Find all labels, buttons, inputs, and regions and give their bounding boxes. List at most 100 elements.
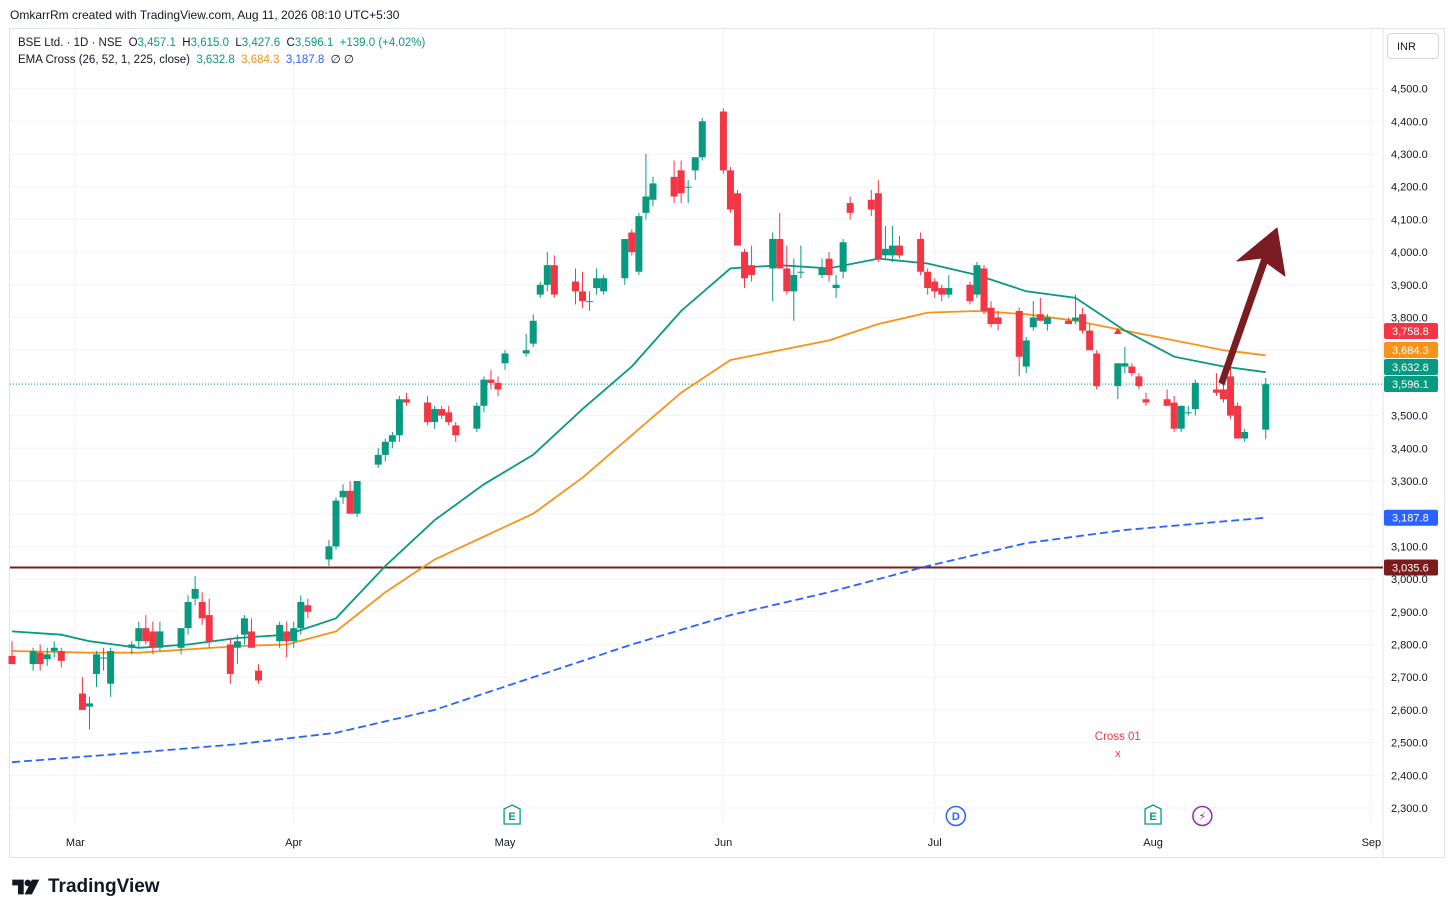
candle-body[interactable] (677, 170, 685, 194)
candle-body[interactable] (987, 307, 995, 325)
candle-body[interactable] (438, 409, 446, 416)
candle-body[interactable] (1043, 317, 1051, 325)
candle-body[interactable] (156, 631, 164, 648)
currency-button[interactable]: INR (1387, 33, 1439, 59)
candle-body[interactable] (635, 216, 643, 272)
candle-body[interactable] (966, 284, 974, 302)
candle-body[interactable] (452, 425, 460, 436)
candle-body[interactable] (973, 265, 981, 295)
candle-body[interactable] (874, 193, 882, 259)
candle-body[interactable] (832, 284, 840, 289)
candle-body[interactable] (93, 654, 101, 674)
candle-body[interactable] (536, 284, 544, 295)
candle-body[interactable] (1093, 353, 1101, 387)
candle-body[interactable] (1170, 402, 1178, 429)
candle-body[interactable] (50, 647, 58, 652)
candle-body[interactable] (85, 703, 93, 707)
candle-body[interactable] (825, 258, 833, 275)
candle-body[interactable] (1241, 431, 1249, 439)
candle-body[interactable] (1121, 363, 1129, 367)
candle-body[interactable] (839, 242, 847, 272)
candle-body[interactable] (191, 588, 199, 599)
candle-body[interactable] (881, 248, 889, 256)
candle-body[interactable] (57, 651, 65, 661)
candle-body[interactable] (1086, 330, 1094, 351)
candle-body[interactable] (8, 655, 16, 665)
candle-body[interactable] (283, 631, 291, 642)
candle-body[interactable] (719, 111, 727, 171)
dividend-event-icon[interactable] (945, 805, 967, 827)
candle-body[interactable] (36, 652, 44, 665)
earnings-event-icon[interactable] (1144, 804, 1162, 825)
candle-body[interactable] (1065, 320, 1073, 325)
candle-body[interactable] (797, 271, 805, 273)
candle-body[interactable] (184, 601, 192, 629)
candle-body[interactable] (1015, 310, 1023, 357)
candle-body[interactable] (1227, 376, 1235, 416)
candle-body[interactable] (374, 454, 382, 465)
candle-body[interactable] (938, 288, 946, 295)
candle-body[interactable] (494, 382, 502, 390)
candle-body[interactable] (304, 605, 312, 612)
candle-body[interactable] (1212, 389, 1220, 393)
candle-body[interactable] (424, 402, 432, 423)
split-event-icon[interactable] (1192, 805, 1213, 827)
candle-body[interactable] (128, 644, 136, 648)
candle-body[interactable] (621, 239, 629, 279)
candle-body[interactable] (1022, 340, 1030, 367)
ema-indicator-title[interactable]: EMA Cross (26, 52, 1, 225, close) (18, 54, 190, 66)
candle-body[interactable] (586, 301, 594, 303)
candle-body[interactable] (1036, 314, 1044, 321)
candle-body[interactable] (924, 271, 932, 289)
candle-body[interactable] (445, 412, 453, 423)
candle-body[interactable] (1029, 317, 1037, 328)
ema-long-line[interactable] (11, 516, 1266, 764)
candle-body[interactable] (741, 252, 749, 279)
candle-body[interactable] (1135, 376, 1143, 387)
candle-body[interactable] (332, 500, 340, 547)
candle-body[interactable] (395, 399, 403, 436)
candle-body[interactable] (1142, 399, 1150, 403)
candle-body[interactable] (198, 601, 206, 619)
candle-body[interactable] (790, 274, 798, 292)
candle-body[interactable] (501, 353, 509, 364)
candle-body[interactable] (733, 193, 741, 246)
candle-body[interactable] (931, 281, 939, 292)
candle-body[interactable] (135, 628, 143, 642)
candle-body[interactable] (726, 170, 734, 210)
candle-body[interactable] (240, 618, 248, 635)
candle-body[interactable] (769, 239, 777, 269)
candle-body[interactable] (177, 628, 185, 648)
candle-body[interactable] (1184, 412, 1192, 414)
candle-body[interactable] (205, 615, 213, 642)
candle-body[interactable] (783, 268, 791, 292)
candle-body[interactable] (1191, 382, 1199, 410)
candle-body[interactable] (402, 399, 410, 403)
candle-body[interactable] (1262, 384, 1270, 430)
candle-body[interactable] (480, 379, 488, 406)
candle-body[interactable] (867, 199, 875, 210)
candle-body[interactable] (522, 350, 530, 354)
earnings-event-icon[interactable] (503, 804, 521, 825)
candle-body[interactable] (600, 278, 608, 292)
candle-body[interactable] (247, 631, 255, 648)
candle-body[interactable] (78, 693, 86, 710)
candle-body[interactable] (895, 245, 903, 256)
candle-body[interactable] (529, 320, 537, 344)
candle-body[interactable] (691, 157, 699, 171)
candle-body[interactable] (1177, 405, 1185, 429)
candle-body[interactable] (698, 121, 706, 158)
candle-body[interactable] (1163, 399, 1171, 406)
candle-body[interactable] (684, 186, 692, 188)
candle-body[interactable] (1219, 389, 1227, 400)
candle-body[interactable] (255, 670, 263, 681)
candle-body[interactable] (346, 490, 354, 514)
candle-body[interactable] (107, 651, 115, 684)
candle-body[interactable] (381, 441, 389, 455)
candle-body[interactable] (233, 641, 241, 648)
symbol-title[interactable]: BSE Ltd. · 1D · NSE (18, 37, 123, 49)
candle-body[interactable] (388, 435, 396, 442)
candle-body[interactable] (649, 183, 657, 200)
candle-body[interactable] (1072, 317, 1080, 321)
ema-slow-line[interactable] (11, 310, 1266, 654)
